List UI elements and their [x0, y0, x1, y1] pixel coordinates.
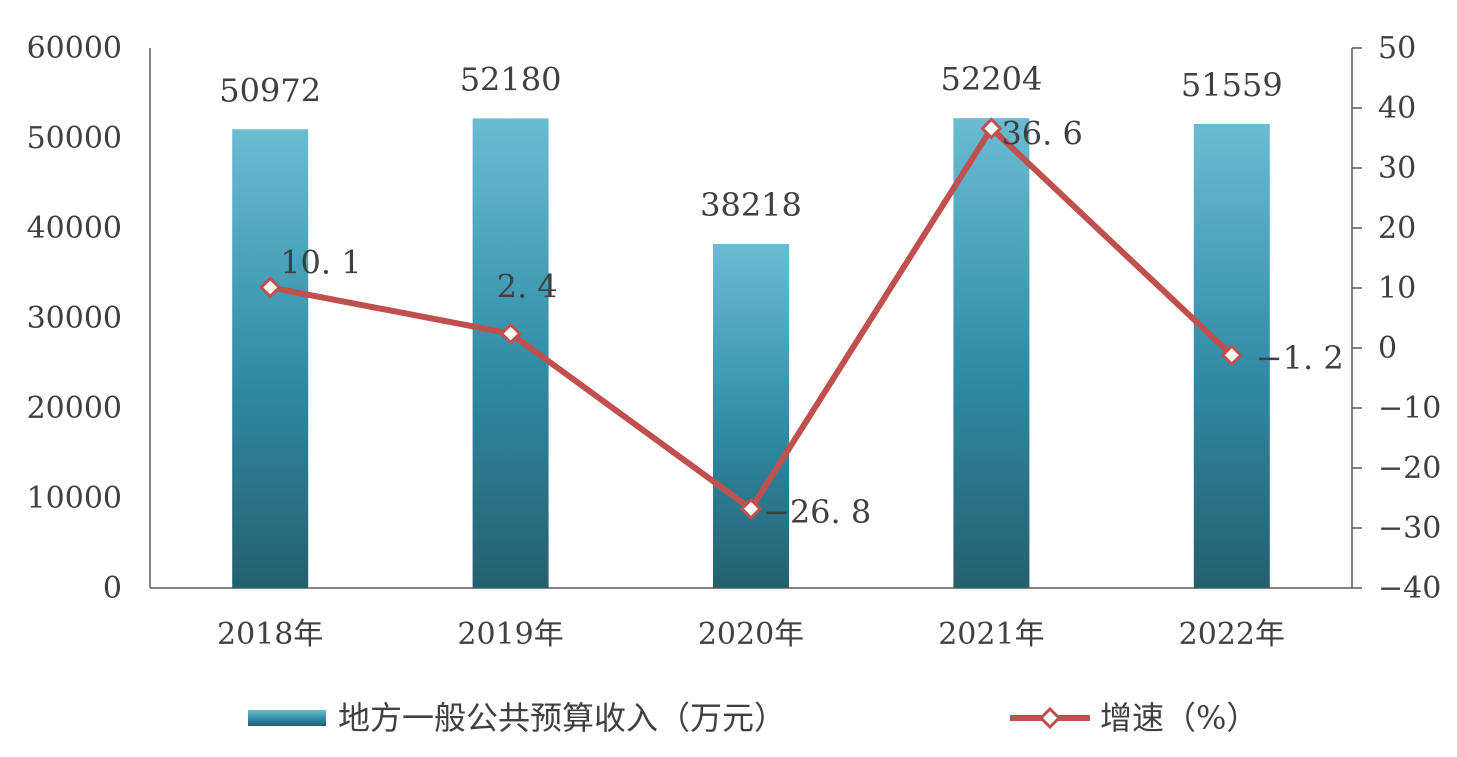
line-data-label: −26. 8	[763, 493, 871, 531]
line-data-label: 2. 4	[497, 268, 558, 306]
y-right-tick-label: 50	[1378, 31, 1416, 66]
x-tick-label: 2021年	[938, 617, 1044, 652]
line-data-label: 36. 6	[1001, 114, 1082, 152]
bar-data-label: 50972	[219, 71, 321, 109]
line-point-marker	[259, 276, 282, 299]
y-right-tick-label: −40	[1378, 571, 1441, 606]
bar-data-label: 52180	[460, 60, 562, 98]
legend-bar-label: 地方一般公共预算收入（万元）	[338, 699, 786, 737]
y-right-tick-label: −20	[1378, 451, 1441, 486]
bar-data-label: 51559	[1181, 66, 1283, 104]
y-left-tick-label: 20000	[27, 391, 122, 426]
y-right-tick-label: −30	[1378, 511, 1441, 546]
line-point-marker	[1220, 344, 1243, 367]
bar	[232, 129, 309, 588]
legend-line-marker	[1038, 706, 1062, 730]
bar-data-label: 52204	[941, 60, 1043, 98]
line-point-marker	[739, 497, 763, 520]
y-right-tick-label: 30	[1378, 151, 1416, 186]
y-right-tick-label: 0	[1378, 331, 1397, 366]
legend-bar-swatch	[248, 710, 326, 726]
line-data-label: 10. 1	[280, 243, 361, 281]
y-left-tick-label: 50000	[27, 121, 122, 156]
line-data-label: −1. 2	[1256, 339, 1344, 377]
y-right-tick-label: 20	[1378, 211, 1416, 246]
line-point-marker	[980, 117, 1003, 140]
x-tick-label: 2019年	[457, 617, 563, 652]
x-tick-label: 2018年	[217, 617, 323, 652]
line-point-marker	[499, 322, 522, 345]
y-right-tick-label: −10	[1378, 391, 1441, 426]
y-left-tick-label: 0	[103, 571, 122, 606]
x-tick-label: 2022年	[1179, 617, 1285, 652]
x-tick-label: 2020年	[698, 617, 804, 652]
y-left-tick-label: 10000	[27, 481, 122, 516]
bar	[713, 244, 789, 588]
y-right-tick-label: 10	[1378, 271, 1416, 306]
bar-data-label: 38218	[700, 186, 802, 224]
y-left-tick-label: 40000	[27, 211, 122, 246]
y-right-tick-label: 40	[1378, 91, 1416, 126]
legend-line-label: 增速（%）	[1100, 699, 1258, 737]
bar	[953, 118, 1030, 588]
y-left-tick-label: 30000	[27, 301, 122, 336]
y-left-tick-label: 60000	[27, 31, 122, 66]
